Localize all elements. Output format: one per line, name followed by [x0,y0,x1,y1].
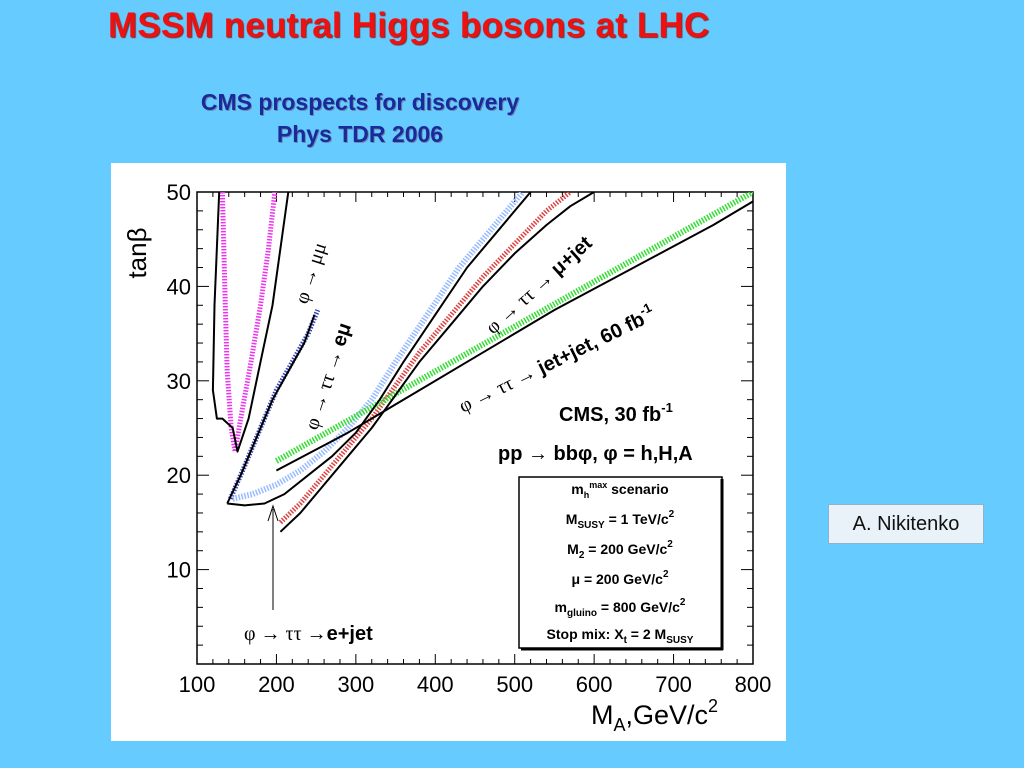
subtitle-line-2: Phys TDR 2006 [276,121,444,147]
scenario-line-mgluino: mgluino = 800 GeV/c2 [555,597,686,619]
scenario-box: mhmax scenario MSUSY = 1 TeV/c2 M2 = 200… [518,476,724,651]
label-mujet: φ → ττ → μ+jet [482,232,597,339]
label-mumu: φ → μμ [291,240,331,307]
curve-band-blue [228,309,321,500]
scenario-line-m2: M2 = 200 GeV/c2 [567,539,673,561]
x-axis-label: MA,GeV/c2 [591,696,718,735]
process-label: pp → bbφ, φ = h,H,A [498,443,693,465]
x-tick-label: 100 [179,672,216,697]
y-tick-label: 50 [167,180,191,205]
curve-solid [227,192,532,507]
plot-panel: 100 200 300 400 500 600 700 800 10 20 30 40 50 tanβ … [111,163,786,741]
x-tick-label: 800 [735,672,772,697]
x-tick-label: 600 [576,672,613,697]
scenario-line-msusy: MSUSY = 1 TeV/c2 [566,509,675,531]
x-tick-label: 200 [258,672,295,697]
slide-subtitle: CMS prospects for discovery Phys TDR 200… [140,86,580,150]
scenario-line-mu: μ = 200 GeV/c2 [571,569,668,587]
curve-band-green [274,192,753,464]
x-tick-label: 400 [417,672,454,697]
curve-solid [275,200,753,472]
curve-solid [211,192,290,453]
y-tick-label: 40 [167,274,191,299]
lumi-label: CMS, 30 fb-1 [559,400,673,426]
curve-solid [279,192,595,533]
slide-title: MSSM neutral Higgs bosons at LHC [108,6,710,45]
y-tick-label: 20 [167,463,191,488]
x-tick-label: 500 [496,672,533,697]
curve-band-lightblue [232,192,525,502]
x-tick-label: 700 [655,672,692,697]
label-jetjet: φ → ττ → jet+jet, 60 fb-1 [454,300,659,418]
y-tick-label: 30 [167,369,191,394]
plot-frame [196,191,754,665]
x-tick-label: 300 [337,672,374,697]
ejet-arrow-head [267,504,279,522]
scenario-line-stopmix: Stop mix: Xt = 2 MSUSY [547,626,694,646]
subtitle-line-1: CMS prospects for discovery [200,89,520,115]
curve-band-magenta [219,192,278,455]
label-ejet: φ → ττ →e+jet [244,623,373,645]
y-tick-label: 10 [167,558,191,583]
scenario-line-mhmax: mhmax scenario [571,480,668,500]
y-axis-label: tanβ [122,227,152,278]
curve-band-red [278,192,572,525]
curve-solid [226,314,316,504]
author-badge: A. Nikitenko [828,504,984,544]
